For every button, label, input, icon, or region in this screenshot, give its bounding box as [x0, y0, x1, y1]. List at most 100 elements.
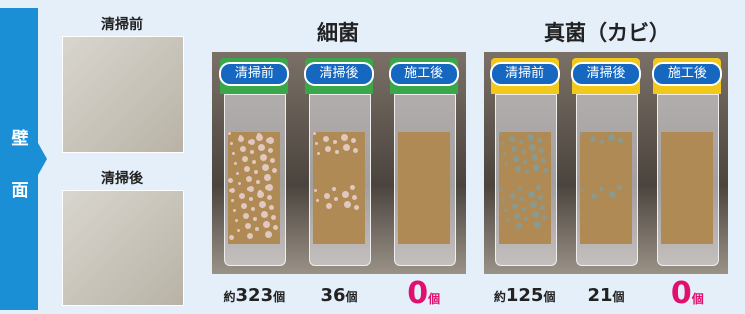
count-number: 323	[236, 285, 274, 306]
colony	[272, 168, 277, 173]
count-unit: 個	[543, 290, 555, 304]
colony	[525, 170, 529, 174]
colony	[541, 158, 546, 163]
colony	[240, 146, 246, 152]
colony	[238, 182, 241, 185]
colony	[261, 211, 268, 218]
tube-label: 施工後	[652, 62, 722, 86]
colony	[230, 188, 235, 193]
colony	[233, 209, 236, 212]
colony	[268, 148, 273, 153]
colony	[590, 136, 596, 142]
count-number: 125	[506, 285, 544, 306]
colony	[500, 189, 503, 192]
colony	[256, 180, 260, 184]
colony	[230, 142, 233, 145]
colony	[269, 205, 274, 210]
photo	[62, 190, 184, 306]
colony	[232, 152, 235, 155]
count: 0個	[379, 276, 469, 311]
colony	[503, 152, 506, 155]
colony	[542, 215, 547, 220]
colony	[608, 134, 615, 141]
panel-title: 細菌	[238, 17, 438, 47]
colony	[259, 201, 266, 208]
panel-title: 真菌（カビ）	[507, 17, 707, 47]
colony	[255, 227, 259, 231]
side-label: 面	[2, 176, 38, 201]
colony	[231, 199, 234, 202]
colony	[530, 201, 537, 208]
colony	[609, 191, 616, 198]
photo-label: 清掃後	[57, 168, 187, 188]
colony	[333, 140, 337, 144]
count: 36個	[294, 285, 384, 306]
count: 約323個	[209, 285, 299, 306]
colony	[237, 229, 240, 232]
colony	[532, 211, 539, 218]
colony	[521, 150, 525, 154]
colony	[228, 132, 231, 135]
colony	[325, 146, 331, 152]
colony	[353, 148, 358, 153]
tube-label: 清掃後	[571, 62, 641, 86]
colony	[234, 162, 237, 165]
tube-label: 清掃前	[490, 62, 560, 86]
colony	[317, 152, 320, 155]
colony	[600, 140, 604, 144]
colony	[581, 189, 584, 192]
tube-contents	[398, 132, 450, 244]
colony	[524, 217, 528, 221]
colony	[314, 189, 317, 192]
colony	[254, 170, 258, 174]
colony	[514, 213, 520, 219]
count: 21個	[561, 285, 651, 306]
photo	[62, 36, 184, 153]
colony	[243, 213, 249, 219]
colony	[509, 136, 515, 142]
colony	[580, 132, 583, 135]
count-unit: 個	[346, 290, 358, 304]
colony	[239, 193, 245, 199]
count-number: 21	[587, 285, 612, 306]
colony	[511, 146, 517, 152]
colony	[315, 142, 318, 145]
colony	[523, 160, 527, 164]
tube-contents	[580, 132, 632, 244]
colony	[266, 184, 273, 191]
colony	[538, 195, 543, 200]
tube-contents	[661, 132, 713, 244]
colony	[501, 142, 504, 145]
tube-label: 清掃前	[219, 62, 289, 86]
colony	[354, 205, 359, 210]
colony	[246, 176, 252, 182]
colony	[504, 209, 507, 212]
colony	[228, 178, 233, 183]
colony	[270, 158, 275, 163]
colony	[522, 207, 526, 211]
colony	[267, 137, 274, 144]
tube-label: 施工後	[389, 62, 459, 86]
count-prefix: 約	[224, 290, 236, 304]
colony	[540, 205, 545, 210]
colony	[258, 144, 265, 151]
colony	[229, 235, 234, 240]
colony	[341, 134, 348, 141]
count-number: 0	[407, 276, 428, 311]
count-number: 0	[671, 276, 692, 311]
colony	[537, 138, 542, 143]
count-number: 36	[320, 285, 345, 306]
colony	[324, 193, 330, 199]
colony	[499, 132, 502, 135]
colony	[519, 140, 523, 144]
count-prefix: 約	[494, 290, 506, 304]
colony	[273, 225, 278, 230]
colony	[252, 160, 256, 164]
count-unit: 個	[428, 292, 440, 306]
colony	[245, 223, 251, 229]
colony	[242, 156, 248, 162]
colony	[323, 136, 329, 142]
colony	[313, 132, 316, 135]
colony	[534, 221, 541, 228]
colony	[253, 217, 257, 221]
